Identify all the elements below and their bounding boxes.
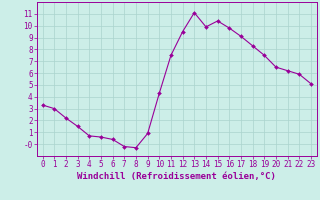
X-axis label: Windchill (Refroidissement éolien,°C): Windchill (Refroidissement éolien,°C) — [77, 172, 276, 181]
